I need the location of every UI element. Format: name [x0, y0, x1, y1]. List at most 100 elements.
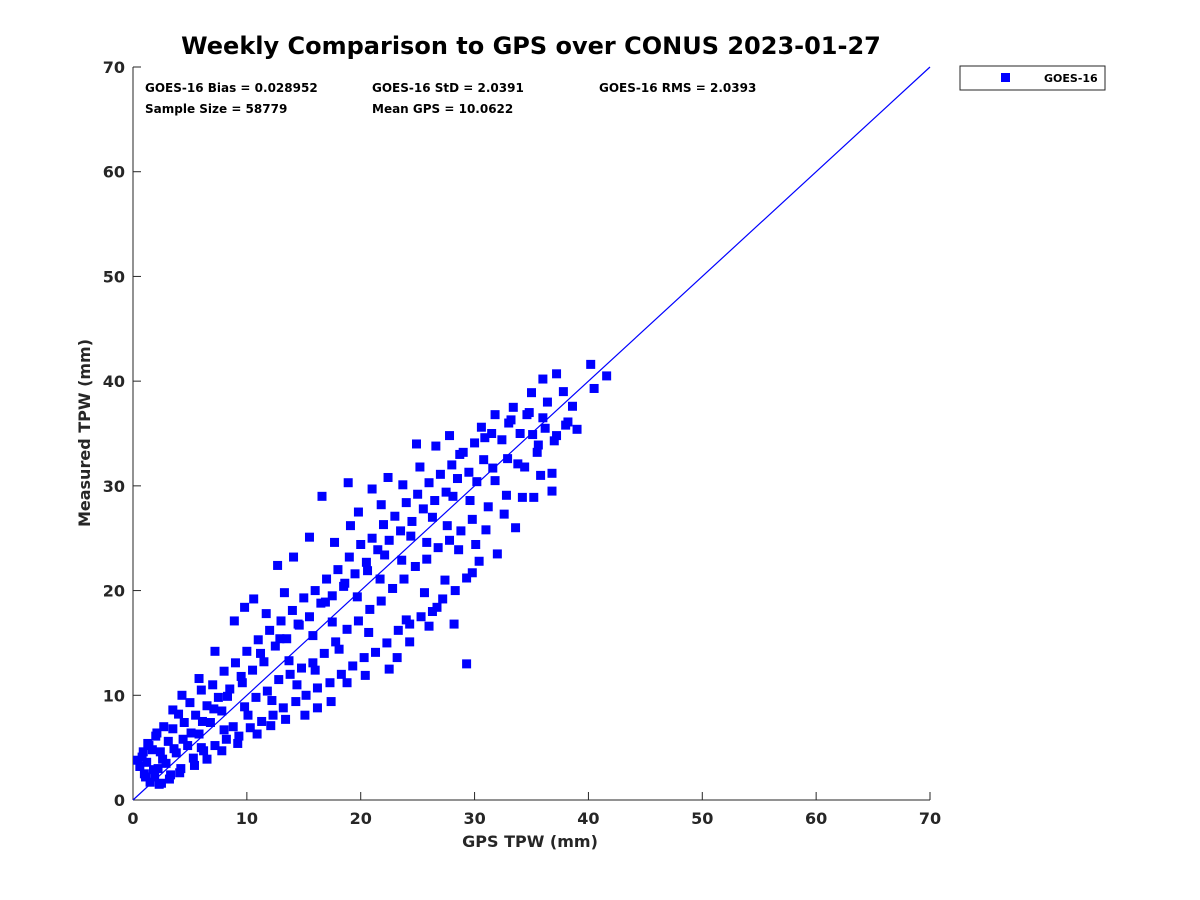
data-point-224 — [455, 449, 465, 459]
data-point-243 — [237, 678, 247, 688]
y-tick-label-7: 70 — [103, 58, 125, 77]
data-point-263 — [513, 459, 523, 469]
legend-marker — [1001, 73, 1010, 82]
data-point-117 — [452, 474, 462, 484]
data-point-37 — [225, 684, 235, 694]
data-point-236 — [427, 512, 437, 522]
data-point-233 — [363, 566, 373, 576]
data-point-35 — [219, 666, 229, 676]
data-point-213 — [243, 710, 253, 720]
data-point-80 — [348, 661, 358, 671]
data-point-239 — [488, 463, 498, 473]
data-point-210 — [310, 665, 320, 675]
data-point-66 — [308, 658, 318, 668]
data-point-25 — [191, 710, 201, 720]
data-point-85 — [361, 557, 371, 567]
data-point-208 — [364, 627, 374, 637]
data-point-176 — [273, 560, 283, 570]
data-point-193 — [194, 674, 204, 684]
data-point-209 — [334, 644, 344, 654]
data-point-172 — [175, 768, 185, 778]
data-point-10 — [153, 764, 163, 774]
data-point-39 — [230, 658, 240, 668]
data-point-244 — [223, 691, 233, 701]
data-point-175 — [289, 552, 299, 562]
data-point-171 — [189, 760, 199, 770]
data-point-261 — [465, 496, 475, 506]
rms-annotation: GOES-16 RMS = 2.0393 — [599, 81, 756, 95]
data-point-90 — [376, 596, 386, 606]
data-point-102 — [410, 561, 420, 571]
y-tick-label-4: 40 — [103, 372, 125, 391]
data-point-254 — [308, 631, 318, 641]
data-point-150 — [538, 374, 548, 384]
data-point-75 — [333, 565, 343, 575]
data-point-133 — [515, 429, 525, 438]
data-point-258 — [397, 555, 407, 565]
data-point-73 — [327, 591, 337, 601]
data-point-59 — [287, 605, 297, 615]
data-point-149 — [552, 369, 562, 379]
data-point-265 — [549, 436, 559, 446]
data-point-220 — [345, 521, 355, 531]
data-point-158 — [392, 653, 402, 663]
y-tick-label-0: 0 — [114, 791, 125, 810]
data-point-166 — [266, 721, 276, 731]
y-tick-label-5: 50 — [103, 267, 125, 286]
data-point-159 — [384, 664, 394, 674]
data-point-43 — [242, 646, 252, 656]
data-point-57 — [282, 634, 292, 644]
data-point-118 — [456, 526, 466, 536]
data-point-264 — [532, 447, 542, 457]
data-point-115 — [447, 460, 457, 470]
plot-area: 0 10 20 30 40 50 60 70 0 10 20 30 40 50 60 70 — [103, 58, 941, 828]
data-point-147 — [589, 383, 599, 393]
data-point-83 — [356, 539, 366, 549]
data-point-260 — [442, 521, 452, 531]
data-point-49 — [259, 657, 269, 667]
data-point-94 — [388, 583, 398, 593]
mean-gps-annotation: Mean GPS = 10.0622 — [372, 102, 513, 116]
data-point-106 — [422, 554, 432, 564]
data-point-169 — [217, 746, 227, 756]
data-point-24 — [188, 753, 198, 763]
data-point-1 — [135, 761, 145, 771]
data-point-15 — [163, 736, 173, 746]
data-point-238 — [472, 477, 482, 487]
data-point-95 — [390, 511, 400, 521]
x-tick-label-2: 20 — [350, 809, 372, 828]
data-point-62 — [297, 663, 307, 673]
data-point-65 — [304, 612, 314, 622]
x-tick-label-1: 10 — [236, 809, 258, 828]
data-point-8 — [150, 772, 160, 782]
data-point-157 — [405, 637, 415, 647]
data-point-165 — [281, 714, 291, 724]
data-point-204 — [499, 509, 509, 519]
data-point-69 — [316, 598, 326, 608]
data-point-227 — [522, 410, 532, 420]
data-point-189 — [261, 609, 271, 619]
data-point-202 — [471, 539, 481, 549]
data-point-68 — [312, 683, 322, 693]
data-point-98 — [399, 574, 409, 584]
data-point-120 — [462, 573, 472, 583]
data-point-214 — [219, 725, 229, 735]
data-point-212 — [267, 696, 277, 706]
data-point-11 — [155, 747, 165, 757]
data-point-221 — [376, 500, 386, 510]
data-point-266 — [561, 420, 571, 430]
data-point-186 — [431, 441, 441, 451]
data-point-240 — [503, 454, 513, 464]
data-point-76 — [336, 669, 346, 679]
data-point-0 — [133, 755, 143, 765]
data-point-81 — [350, 569, 360, 579]
data-point-107 — [424, 478, 434, 488]
data-point-128 — [492, 549, 502, 559]
data-point-137 — [533, 440, 543, 450]
data-point-188 — [249, 594, 259, 604]
data-point-245 — [209, 704, 219, 714]
data-point-174 — [154, 779, 164, 789]
y-tick-label-6: 60 — [103, 163, 125, 182]
data-point-234 — [380, 550, 390, 560]
